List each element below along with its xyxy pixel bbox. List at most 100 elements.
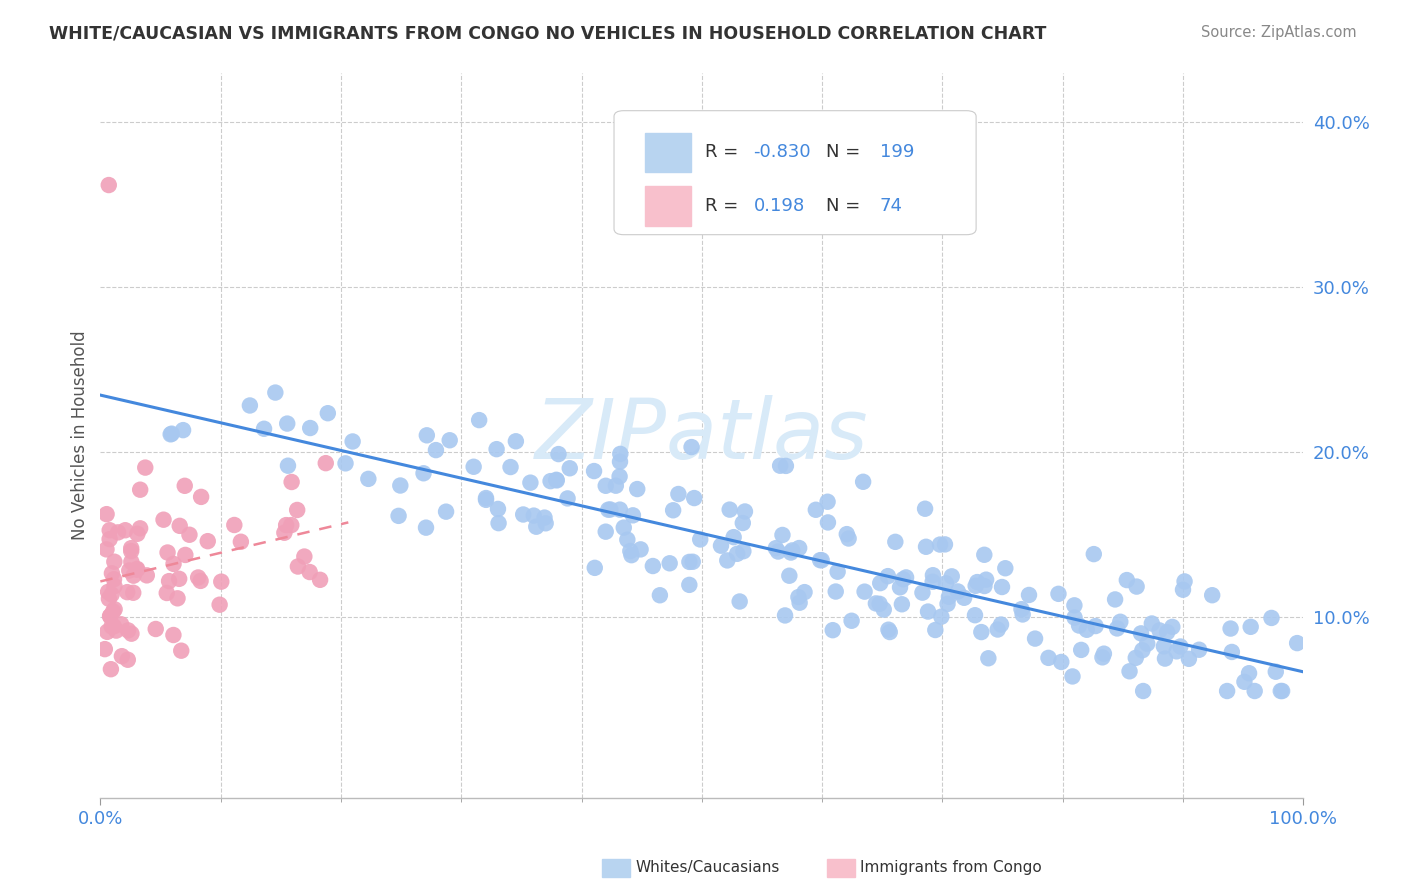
Point	[1018, 588, 1040, 602]
Point	[1063, 599, 1085, 613]
Point	[766, 544, 789, 558]
Text: 74: 74	[880, 197, 903, 215]
Point	[187, 570, 209, 584]
Point	[725, 547, 748, 561]
Point	[731, 516, 754, 530]
Point	[821, 623, 844, 637]
Point	[280, 475, 302, 489]
Point	[1188, 642, 1211, 657]
Point	[808, 553, 831, 567]
Point	[152, 513, 174, 527]
Point	[229, 534, 252, 549]
Point	[540, 474, 562, 488]
Point	[156, 545, 179, 559]
Point	[973, 579, 995, 593]
Point	[96, 507, 118, 521]
Point	[129, 483, 152, 497]
Point	[1243, 684, 1265, 698]
Point	[787, 590, 810, 604]
Point	[877, 623, 900, 637]
Point	[1132, 684, 1154, 698]
Point	[1216, 684, 1239, 698]
Point	[100, 619, 122, 633]
Point	[931, 609, 953, 624]
Point	[734, 504, 756, 518]
Point	[315, 456, 337, 470]
FancyBboxPatch shape	[645, 186, 690, 227]
Point	[1109, 615, 1132, 629]
Point	[689, 533, 711, 547]
Point	[583, 561, 606, 575]
Point	[936, 597, 959, 611]
Point	[1062, 669, 1084, 683]
Point	[533, 510, 555, 524]
Y-axis label: No Vehicles in Household: No Vehicles in Household	[72, 331, 89, 541]
Point	[172, 423, 194, 437]
Point	[609, 469, 631, 483]
Point	[728, 594, 751, 608]
Point	[97, 178, 120, 192]
Point	[934, 537, 956, 551]
Point	[118, 564, 141, 578]
Point	[1140, 616, 1163, 631]
Point	[1070, 643, 1092, 657]
Point	[1271, 684, 1294, 698]
Point	[287, 559, 309, 574]
Point	[827, 565, 849, 579]
Point	[1107, 622, 1129, 636]
Point	[309, 573, 332, 587]
Point	[224, 518, 246, 533]
Point	[239, 399, 262, 413]
Point	[179, 527, 201, 541]
Point	[1130, 626, 1153, 640]
Point	[120, 626, 142, 640]
Point	[946, 584, 969, 599]
Point	[190, 490, 212, 504]
Point	[209, 574, 232, 589]
Point	[115, 585, 138, 599]
Point	[1125, 580, 1147, 594]
Point	[810, 553, 832, 567]
Point	[170, 643, 193, 657]
Point	[922, 568, 945, 582]
Point	[873, 602, 896, 616]
Point	[103, 579, 125, 593]
Point	[114, 523, 136, 537]
Point	[965, 579, 987, 593]
Point	[94, 642, 117, 657]
FancyBboxPatch shape	[614, 111, 976, 235]
Point	[977, 651, 1000, 665]
Point	[100, 588, 122, 602]
Point	[1011, 602, 1033, 616]
Point	[891, 572, 914, 586]
Text: 0.198: 0.198	[754, 197, 804, 215]
Text: Source: ZipAtlas.com: Source: ZipAtlas.com	[1201, 25, 1357, 40]
Point	[160, 426, 183, 441]
Point	[991, 580, 1014, 594]
Point	[1050, 655, 1073, 669]
Point	[662, 503, 685, 517]
Point	[778, 568, 800, 582]
Point	[486, 502, 509, 516]
Point	[197, 534, 219, 549]
Point	[914, 501, 936, 516]
Text: R =: R =	[706, 197, 744, 215]
Point	[917, 605, 939, 619]
Point	[120, 555, 142, 569]
Point	[1286, 636, 1309, 650]
Point	[966, 575, 988, 590]
Point	[890, 597, 912, 611]
Point	[835, 527, 858, 541]
Point	[468, 413, 491, 427]
Point	[276, 417, 298, 431]
Point	[1240, 620, 1263, 634]
Point	[1136, 637, 1159, 651]
Point	[970, 625, 993, 640]
Point	[613, 520, 636, 534]
Point	[1201, 588, 1223, 602]
Point	[264, 385, 287, 400]
Point	[485, 442, 508, 457]
Point	[277, 458, 299, 473]
Point	[98, 609, 121, 624]
Text: 199: 199	[880, 144, 914, 161]
